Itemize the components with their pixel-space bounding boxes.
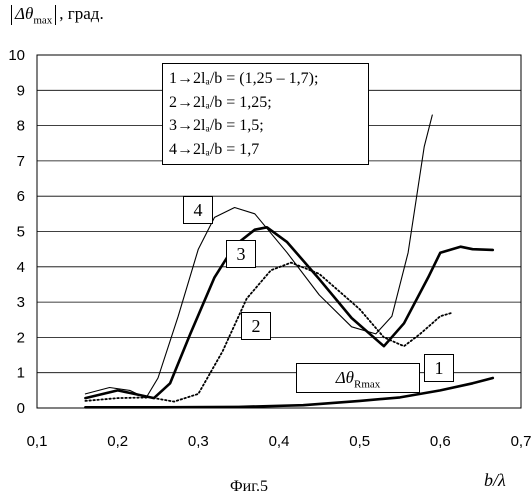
y-tick-label: 5: [17, 224, 25, 241]
curve-label-1: 1: [424, 354, 454, 382]
legend-entry-1: 1→2lₐ/b = (1,25 – 1,7);: [169, 67, 362, 91]
x-tick-label: 0,7: [511, 433, 531, 450]
legend-entry-4: 4→2lₐ/b = 1,7: [169, 138, 362, 162]
r-symbol-sub: Rmax: [354, 378, 380, 390]
y-tick-label: 3: [17, 294, 25, 311]
y-tick-label: 8: [17, 118, 25, 135]
x-tick-label: 0,1: [27, 433, 48, 450]
x-tick-label: 0,2: [107, 433, 128, 450]
legend-entry-2: 2→2lₐ/b = 1,25;: [169, 91, 362, 115]
legend-box: 1→2lₐ/b = (1,25 – 1,7); 2→2lₐ/b = 1,25; …: [162, 63, 369, 165]
legend-entry-3: 3→2lₐ/b = 1,5;: [169, 114, 362, 138]
r-max-label: ΔθRmax: [296, 363, 420, 393]
curve-label-2: 2: [241, 312, 271, 340]
y-tick-label: 10: [8, 47, 25, 64]
x-tick-label: 0,4: [269, 433, 290, 450]
x-tick-label: 0,5: [349, 433, 370, 450]
y-axis-title: Δθmax , град.: [8, 4, 104, 26]
x-tick-label: 0,3: [188, 433, 209, 450]
abs-bar-right: [55, 5, 56, 25]
y-symbol-sub: max: [33, 14, 52, 26]
series-line-1: [85, 378, 492, 407]
y-tick-label: 0: [17, 400, 25, 417]
y-tick-label: 6: [17, 188, 25, 205]
y-tick-label: 7: [17, 153, 25, 170]
y-unit: , град.: [59, 4, 103, 23]
figure-caption: Фиг.5: [230, 478, 268, 496]
abs-bar-left: [11, 5, 12, 25]
r-symbol: Δθ: [336, 368, 354, 387]
x-axis-unit: b/λ: [484, 470, 506, 491]
curve-label-3: 3: [226, 240, 256, 268]
curve-label-4: 4: [183, 196, 213, 224]
y-tick-label: 2: [17, 329, 25, 346]
y-symbol: Δθ: [15, 4, 33, 23]
y-tick-label: 1: [17, 365, 25, 382]
x-tick-label: 0,6: [430, 433, 451, 450]
y-tick-label: 4: [17, 259, 25, 276]
y-tick-label: 9: [17, 82, 25, 99]
